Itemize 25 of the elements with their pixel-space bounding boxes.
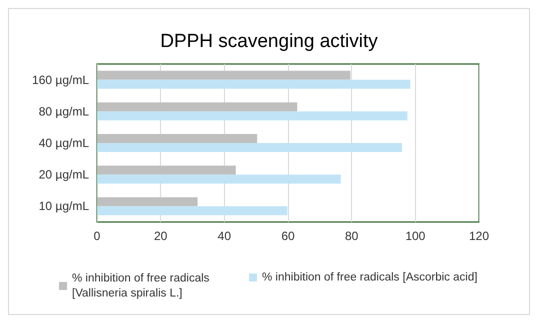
x-tick-label: 120 bbox=[468, 229, 490, 243]
x-tick-label: 60 bbox=[281, 229, 295, 243]
bar bbox=[97, 134, 258, 143]
x-tick-label: 80 bbox=[344, 229, 359, 243]
legend-label: % inhibition of free radicals [Ascorbic acid] bbox=[262, 272, 478, 284]
x-tick-label: 40 bbox=[218, 229, 232, 243]
y-tick-label: 10 µg/mL bbox=[38, 199, 90, 214]
bar bbox=[97, 206, 288, 216]
bar bbox=[97, 80, 410, 89]
bar bbox=[97, 197, 198, 206]
x-tick-label: 0 bbox=[94, 229, 101, 243]
y-tick-label: 80 µg/mL bbox=[38, 104, 90, 118]
bar bbox=[97, 102, 298, 112]
bar bbox=[97, 166, 236, 175]
bar bbox=[97, 70, 350, 80]
bar bbox=[97, 143, 402, 152]
chart-title: DPPH scavenging activity bbox=[160, 31, 378, 52]
y-tick-label: 40 µg/mL bbox=[38, 136, 90, 150]
legend-label: % inhibition of free radicals [Vallisneria spiralis L.] bbox=[72, 272, 213, 300]
x-tick-label: 100 bbox=[405, 229, 426, 243]
bar bbox=[97, 174, 341, 184]
y-tick-label: 20 µg/mL bbox=[38, 168, 90, 182]
x-tick-label: 20 bbox=[154, 229, 168, 243]
y-tick-label: 160 µg/mL bbox=[32, 72, 90, 87]
bar bbox=[97, 111, 408, 120]
